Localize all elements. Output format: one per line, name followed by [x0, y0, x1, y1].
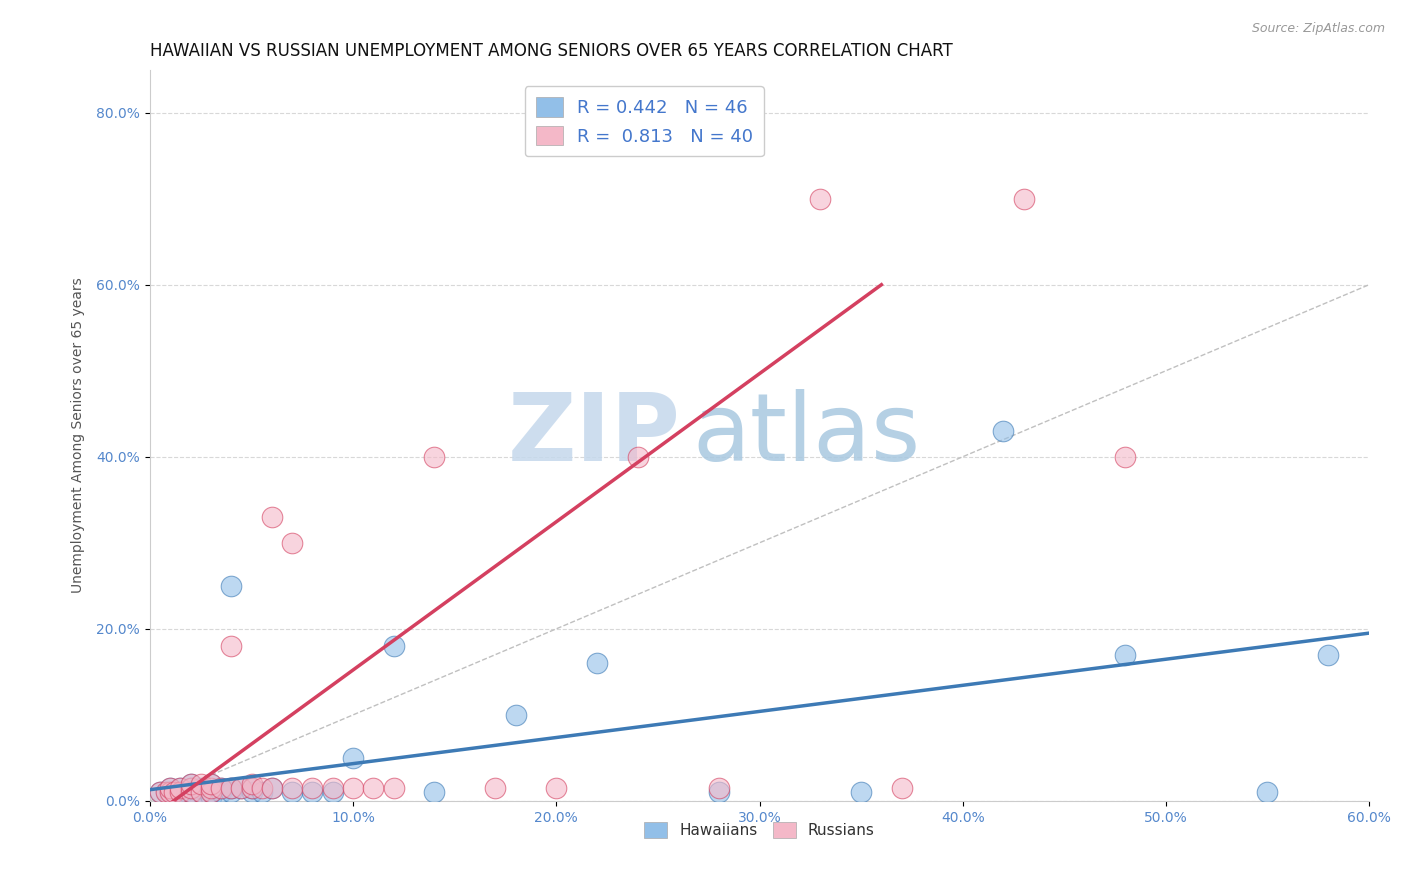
Point [342, 751, 364, 765]
Point [169, 780, 191, 795]
Point [301, 780, 323, 795]
Point [281, 536, 304, 550]
Point [626, 450, 648, 464]
Point [363, 780, 385, 795]
Point [382, 780, 405, 795]
Point [190, 785, 212, 799]
Point [240, 780, 263, 795]
Point [219, 780, 242, 795]
Point [281, 780, 304, 795]
Point [209, 780, 232, 795]
Point [200, 785, 222, 799]
Point [301, 785, 323, 799]
Text: Source: ZipAtlas.com: Source: ZipAtlas.com [1251, 22, 1385, 36]
Point [810, 192, 832, 206]
Text: atlas: atlas [692, 389, 921, 482]
Point [1012, 192, 1035, 206]
Point [200, 789, 222, 804]
Point [180, 777, 202, 791]
Point [322, 785, 344, 799]
Point [231, 780, 253, 795]
Point [163, 785, 186, 799]
Point [159, 785, 181, 799]
Point [505, 707, 527, 722]
Point [180, 785, 202, 799]
Point [260, 780, 283, 795]
Point [586, 657, 609, 671]
Point [169, 785, 191, 799]
Point [240, 780, 263, 795]
Point [423, 785, 446, 799]
Point [200, 777, 222, 791]
Point [209, 780, 232, 795]
Point [1114, 450, 1136, 464]
Point [155, 785, 177, 799]
Point [149, 785, 172, 799]
Point [180, 780, 202, 795]
Point [200, 777, 222, 791]
Point [190, 777, 212, 791]
Point [209, 785, 232, 799]
Point [993, 424, 1015, 438]
Point [190, 785, 212, 799]
Y-axis label: Unemployment Among Seniors over 65 years: Unemployment Among Seniors over 65 years [72, 277, 86, 593]
Point [180, 789, 202, 804]
Point [1256, 785, 1278, 799]
Point [190, 780, 212, 795]
Point [1317, 648, 1340, 662]
Point [200, 785, 222, 799]
Point [231, 780, 253, 795]
Point [219, 785, 242, 799]
Point [240, 785, 263, 799]
Point [322, 780, 344, 795]
Point [159, 789, 181, 804]
Text: ZIP: ZIP [508, 389, 681, 482]
Point [342, 780, 364, 795]
Point [169, 780, 191, 795]
Point [281, 785, 304, 799]
Point [260, 780, 283, 795]
Point [149, 785, 172, 799]
Point [180, 785, 202, 799]
Point [169, 789, 191, 804]
Point [180, 777, 202, 791]
Point [169, 785, 191, 799]
Point [190, 785, 212, 799]
Text: HAWAIIAN VS RUSSIAN UNEMPLOYMENT AMONG SENIORS OVER 65 YEARS CORRELATION CHART: HAWAIIAN VS RUSSIAN UNEMPLOYMENT AMONG S… [150, 42, 953, 60]
Point [707, 785, 730, 799]
Point [180, 780, 202, 795]
Point [159, 780, 181, 795]
Point [200, 785, 222, 799]
Point [484, 780, 506, 795]
Point [423, 450, 446, 464]
Point [707, 780, 730, 795]
Point [155, 785, 177, 799]
Point [250, 785, 273, 799]
Legend: Hawaiians, Russians: Hawaiians, Russians [638, 815, 882, 845]
Point [219, 639, 242, 653]
Point [1114, 648, 1136, 662]
Point [163, 785, 186, 799]
Point [159, 785, 181, 799]
Point [180, 785, 202, 799]
Point [382, 639, 405, 653]
Point [219, 780, 242, 795]
Point [159, 785, 181, 799]
Point [546, 780, 568, 795]
Point [890, 780, 912, 795]
Point [240, 777, 263, 791]
Point [250, 780, 273, 795]
Point [200, 780, 222, 795]
Point [849, 785, 872, 799]
Point [260, 510, 283, 524]
Point [219, 579, 242, 593]
Point [159, 780, 181, 795]
